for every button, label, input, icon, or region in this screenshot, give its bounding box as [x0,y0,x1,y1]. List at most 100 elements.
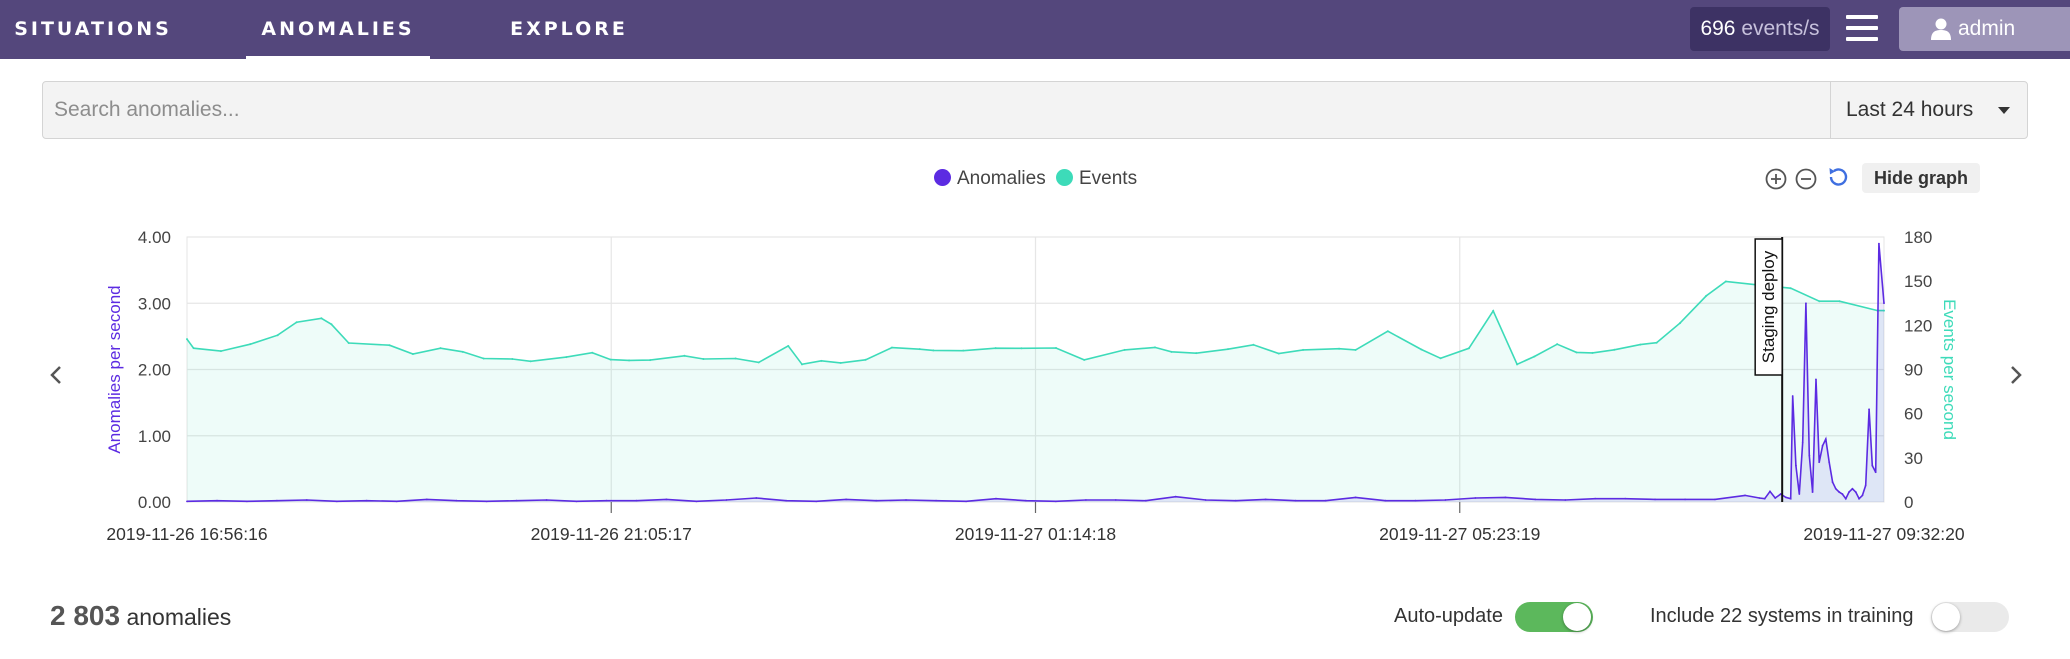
events-point [1420,348,1423,351]
anomalies-point [1414,499,1417,502]
tab-anomalies[interactable]: ANOMALIES [246,0,430,59]
anomalies-point [1874,471,1877,474]
anomalies-point [1769,490,1771,493]
anomalies-point [485,500,488,503]
anomalies-point [515,499,518,502]
anomalies-point [635,499,638,502]
anomalies-point [935,499,937,502]
anomalies-point [1828,461,1831,464]
anomalies-point [1824,438,1827,440]
training-toggle[interactable] [1931,602,2009,632]
events-point [932,349,935,352]
user-menu-button[interactable]: admin [1899,7,2070,51]
anomalies-point [1354,496,1357,499]
chevron-right-icon[interactable] [2006,363,2026,387]
events-point [1556,343,1559,346]
top-nav-bar: SITUATIONS ANOMALIES EXPLORE 696 events/… [0,0,2070,59]
anomaly-count: 2 803 anomalies [50,600,231,632]
events-point [1252,343,1255,346]
events-point [1818,300,1821,303]
anomalies-point [395,500,398,503]
anomalies-point [1795,464,1797,467]
tab-explore[interactable]: EXPLORE [510,18,628,40]
hide-graph-button[interactable]: Hide graph [1862,163,1980,193]
anomalies-point [905,499,907,501]
anomalies-point [1831,481,1834,484]
anomalies-point [1763,497,1766,500]
anomalies-point [335,500,338,503]
events-point [591,351,594,354]
events-point [330,323,333,326]
anomalies-line [186,243,1885,503]
search-input[interactable] [43,82,1829,138]
events-point [511,358,514,361]
anomalies-point [1234,499,1237,502]
events-point [1439,357,1442,360]
anomalies-point [1838,491,1841,493]
anomalies-point [725,499,728,501]
events-line [186,280,1884,366]
y-right-tick-label: 0 [1904,493,1913,512]
anomalies-point [1758,497,1761,499]
events-point [649,359,652,362]
y-right-axis-title: Events per second [1940,299,1959,440]
tab-situations[interactable]: SITUATIONS [14,18,172,40]
events-point [186,338,188,341]
anomalies-point [1085,499,1087,501]
events-rate-unit: events/s [1741,17,1820,40]
chevron-left-icon[interactable] [46,363,66,387]
events-point [839,361,842,364]
events-point [683,354,686,357]
legend-label: Events [1079,168,1138,189]
annotation-label: Staging deploy [1759,250,1778,363]
anomalies-point [1444,499,1447,501]
anomalies-point [455,499,458,502]
anomalies-point [1204,499,1207,501]
time-range-dropdown[interactable]: Last 24 hours [1830,82,2028,138]
events-point [1170,350,1173,353]
anomalies-point [1684,498,1687,501]
events-point [249,343,252,346]
events-point [800,363,803,366]
y-left-tick-label: 1.00 [138,427,171,446]
y-left-tick-label: 3.00 [138,294,171,313]
caret-down-icon [1998,107,2010,114]
anomalies-point [1774,497,1777,499]
anomalies-point [1811,491,1814,493]
events-point [411,353,414,356]
events-point [1789,287,1792,290]
anomalies-point [1878,242,1880,245]
reset-zoom-icon[interactable] [1826,165,1850,189]
events-point [1386,330,1389,333]
user-icon [1931,18,1951,40]
annotation-box [1754,238,1783,376]
legend-item-anomalies[interactable]: Anomalies [934,168,1046,190]
y-right-tick-label: 30 [1904,449,1923,468]
anomalies-point [1854,491,1857,493]
anomalies-point [425,498,428,501]
events-point [1123,348,1126,351]
zoom-in-icon[interactable] [1764,167,1788,191]
anomalies-point [995,497,997,500]
anomalies-point [1025,499,1027,502]
events-point [529,360,532,363]
legend-item-events[interactable]: Events [1056,168,1137,190]
anomalies-point [216,499,218,502]
y-right-tick-label: 90 [1904,361,1923,380]
anomalies-point [665,498,668,501]
zoom-out-icon[interactable] [1794,167,1818,191]
events-point [609,358,612,361]
events-point [702,358,705,361]
hamburger-menu-icon[interactable] [1846,15,1878,43]
events-point [1153,346,1156,349]
events-area [187,281,1884,502]
events-point [1338,347,1341,350]
events-point [295,321,298,324]
auto-update-toggle[interactable] [1515,602,1593,632]
anomalies-chart[interactable]: 0.00 1.00 2.00 3.00 4.00 0 30 60 90 120 150 180 2019… [0,200,2070,560]
anomalies-point [695,500,698,503]
anomalies-point [1474,497,1477,499]
events-point [1679,322,1682,325]
events-point [565,356,568,359]
anomalies-point [1054,500,1057,503]
